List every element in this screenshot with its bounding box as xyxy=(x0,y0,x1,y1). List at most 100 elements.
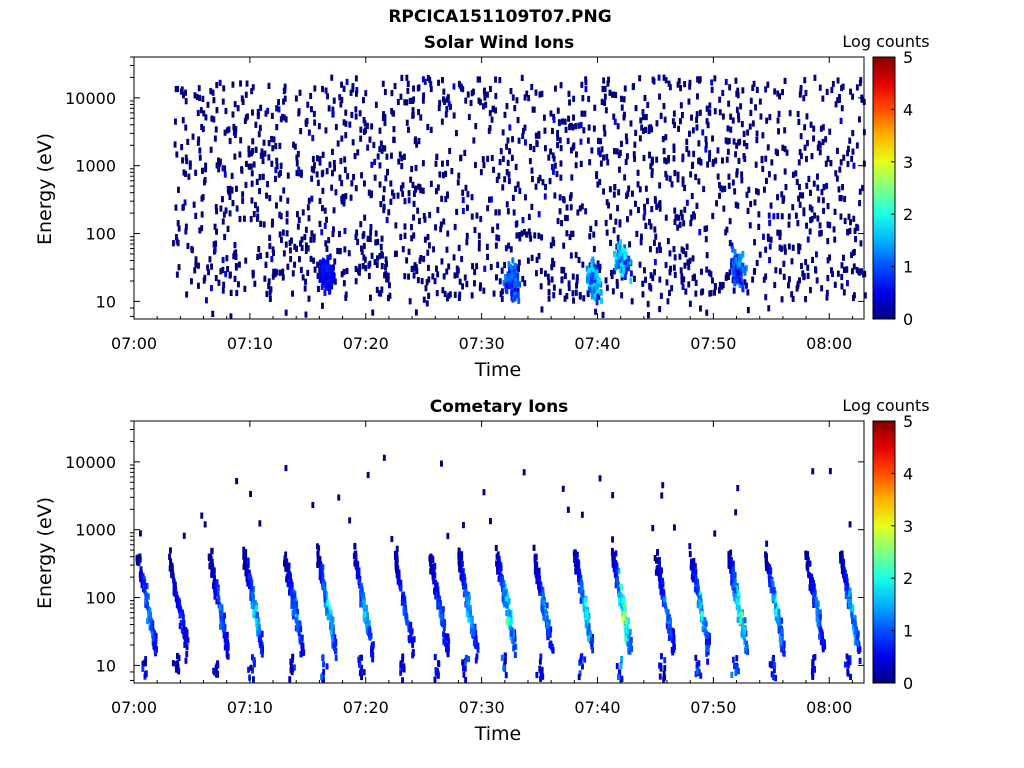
spectrogram-cell xyxy=(252,211,256,218)
spectrogram-cell xyxy=(295,613,299,620)
spectrogram-cell xyxy=(214,240,218,247)
spectrogram-cell xyxy=(735,142,739,149)
spectrogram-cell xyxy=(634,200,637,207)
spectrogram-cell xyxy=(729,113,733,120)
spectrogram-cell xyxy=(588,233,592,240)
spectrogram-cell xyxy=(304,226,308,233)
spectrogram-cell xyxy=(392,192,396,200)
spectrogram-cell xyxy=(381,80,385,87)
spectrogram-cell xyxy=(318,555,322,562)
spectrogram-cell xyxy=(558,208,562,215)
spectrogram-cell xyxy=(326,258,330,265)
spectrogram-cell xyxy=(291,290,294,297)
spectrogram-cell xyxy=(826,275,830,282)
spectrogram-cell xyxy=(781,197,785,204)
spectrogram-cell xyxy=(412,272,416,279)
spectrogram-cell xyxy=(687,264,691,271)
spectrogram-cell xyxy=(181,157,184,164)
spectrogram-cell xyxy=(250,150,254,157)
spectrogram-cell xyxy=(575,554,579,561)
spectrogram-cell xyxy=(326,255,330,262)
spectrogram-cell xyxy=(740,611,744,618)
spectrogram-cell xyxy=(776,90,780,97)
spectrogram-cell xyxy=(813,654,817,661)
spectrogram-cell xyxy=(680,214,684,221)
spectrogram-cell xyxy=(177,654,181,661)
spectrogram-cell xyxy=(811,672,815,679)
spectrogram-cell xyxy=(211,89,215,96)
spectrogram-cell xyxy=(185,644,189,651)
spectrogram-cell xyxy=(619,239,622,246)
spectrogram-cell xyxy=(300,645,304,652)
spectrogram-cell xyxy=(690,162,694,169)
spectrogram-cell xyxy=(794,212,798,219)
spectrogram-cell xyxy=(633,141,637,148)
spectrogram-cell xyxy=(803,124,807,131)
spectrogram-cell xyxy=(191,133,195,140)
spectrogram-cell xyxy=(830,267,833,274)
spectrogram-cell xyxy=(331,636,335,643)
spectrogram-cell xyxy=(343,246,347,253)
spectrogram-cell xyxy=(435,290,439,297)
spectrogram-cell xyxy=(841,83,845,90)
spectrogram-cell xyxy=(461,283,464,290)
spectrogram-cell xyxy=(579,122,583,129)
spectrogram-cell xyxy=(583,611,587,618)
spectrogram-cell xyxy=(328,161,332,168)
spectrogram-cell xyxy=(283,555,287,562)
spectrogram-cell xyxy=(516,292,519,299)
spectrogram-cell xyxy=(401,246,405,253)
spectrogram-cell xyxy=(840,273,844,281)
spectrogram-cell xyxy=(434,160,438,167)
spectrogram-cell xyxy=(457,552,461,559)
spectrogram-cell xyxy=(842,266,846,273)
spectrogram-cell xyxy=(244,553,248,561)
spectrogram-cell xyxy=(443,290,447,298)
spectrogram-cell xyxy=(855,223,859,230)
spectrogram-cell xyxy=(625,138,629,145)
spectrogram-cell xyxy=(384,256,388,263)
spectrogram-cell xyxy=(427,276,431,283)
spectrogram-cell xyxy=(256,253,260,260)
spectrogram-cell xyxy=(374,230,378,237)
spectrogram-cell xyxy=(256,113,260,120)
spectrogram-cell xyxy=(736,92,740,99)
spectrogram-cell xyxy=(825,182,829,190)
spectrogram-cell xyxy=(638,261,642,268)
spectrogram-cell xyxy=(815,615,819,622)
spectrogram-cell xyxy=(699,598,703,605)
spectrogram-cell xyxy=(331,264,335,271)
spectrogram-cell xyxy=(318,574,322,581)
spectrogram-cell xyxy=(763,186,766,193)
spectrogram-cell xyxy=(795,178,799,186)
spectrogram-cell xyxy=(613,118,617,125)
spectrogram-cell xyxy=(340,135,344,142)
spectrogram-cell xyxy=(579,138,583,145)
spectrogram-cell xyxy=(673,121,676,129)
spectrogram-cell xyxy=(822,184,826,191)
spectrogram-cell xyxy=(587,635,590,642)
spectrogram-cell xyxy=(586,290,590,298)
spectrogram-cell xyxy=(729,562,732,569)
spectrogram-cell xyxy=(559,160,563,167)
spectrogram-cell xyxy=(429,180,433,187)
spectrogram-cell xyxy=(629,277,633,285)
spectrogram-cell xyxy=(402,591,406,598)
spectrogram-cell xyxy=(464,584,467,591)
spectrogram-cell xyxy=(686,259,690,266)
spectrogram-cell xyxy=(771,586,775,593)
spectrogram-cell xyxy=(650,206,654,213)
spectrogram-cell xyxy=(470,194,474,201)
spectrogram-cell xyxy=(286,563,289,570)
spectrogram-cell xyxy=(464,97,468,104)
spectrogram-cell xyxy=(327,237,331,244)
spectrogram-cell xyxy=(732,582,735,589)
spectrogram-cell xyxy=(320,259,324,266)
spectrogram-cell xyxy=(688,551,692,558)
spectrogram-cell xyxy=(401,656,405,663)
spectrogram-cell xyxy=(842,289,846,296)
spectrogram-cell xyxy=(289,578,293,586)
spectrogram-cell xyxy=(614,218,618,225)
spectrogram-cell xyxy=(620,675,624,682)
spectrogram-cell xyxy=(313,266,317,273)
